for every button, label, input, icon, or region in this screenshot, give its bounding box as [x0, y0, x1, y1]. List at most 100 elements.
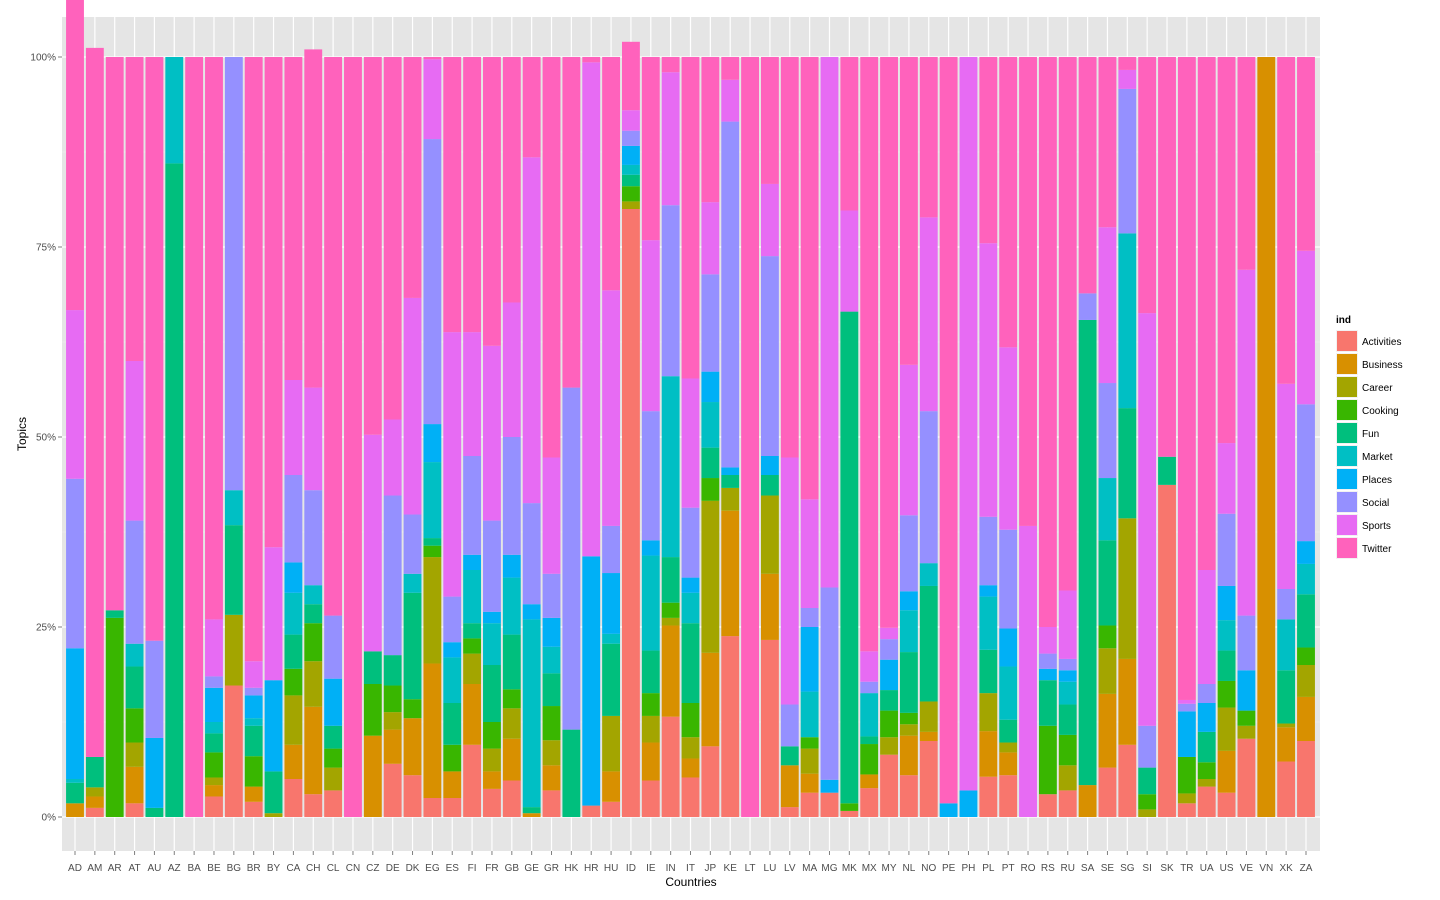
bar-segment-sg-career [1118, 518, 1137, 659]
bar-segment-cz-sports [363, 434, 382, 652]
bar-segment-no-twitter [919, 57, 938, 218]
bar-segment-at-business [125, 766, 144, 804]
bar-segment-mk-fun [840, 311, 859, 804]
bar-segment-pt-market [999, 666, 1018, 720]
bar-segment-ru-activities [1058, 790, 1077, 817]
bar-segment-cl-career [324, 767, 343, 791]
bar-segment-de-fun [383, 655, 402, 686]
bar-segment-fi-places [463, 554, 482, 570]
bar-segment-ve-places [1237, 670, 1256, 711]
bar-segment-ph-places [959, 790, 978, 817]
bar-segment-ie-places [641, 540, 660, 556]
x-tick-label: CH [306, 863, 320, 874]
bar-segment-at-twitter [125, 57, 144, 361]
x-tick-label: IT [686, 863, 695, 874]
bar-segment-mx-social [860, 681, 879, 694]
x-tick-label: KE [724, 863, 738, 874]
bar-segment-ca-twitter [284, 57, 303, 380]
bar-segment-by-fun [264, 771, 283, 814]
bar-segment-hk-social [562, 387, 581, 730]
bar-segment-be-business [205, 785, 223, 797]
x-tick-label: BR [247, 863, 261, 874]
bar-segment-fi-sports [463, 332, 482, 456]
legend-swatch-cooking [1337, 400, 1357, 420]
bar-segment-se-career [1098, 648, 1117, 694]
bar-segment-br-business [244, 786, 263, 802]
bar-segment-pt-career [999, 742, 1018, 753]
bar-segment-se-sports [1098, 227, 1117, 384]
x-tick-label: SK [1160, 863, 1174, 874]
bar-segment-be-activities [205, 796, 223, 817]
bar-segment-no-fun [919, 585, 938, 702]
bar-segment-mk-twitter [840, 57, 859, 211]
bar-segment-gr-fun [542, 673, 561, 707]
bar-segment-pt-activities [999, 775, 1018, 817]
bar-segment-fr-twitter [483, 57, 501, 346]
x-tick-label: BA [187, 863, 201, 874]
x-tick-label: RU [1061, 863, 1075, 874]
bar-segment-gb-business [502, 738, 521, 781]
bar-segment-pl-places [979, 585, 998, 597]
bar-segment-ge-fun [522, 807, 541, 814]
bar-segment-eg-sports [423, 59, 442, 140]
bar-segment-fi-activities [463, 744, 482, 817]
bar-segment-se-activities [1098, 767, 1117, 817]
x-tick-label: CZ [366, 863, 379, 874]
bar-segment-my-sports [880, 627, 898, 640]
bar-segment-lu-sports [760, 183, 779, 257]
bar-segment-us-activities [1217, 792, 1236, 817]
bar-segment-hr-places [582, 556, 601, 806]
bar-segment-fi-fun [463, 623, 482, 639]
bar-segment-cn-twitter [344, 57, 362, 817]
bar-segment-se-fun [1098, 540, 1117, 626]
bar-segment-id-places [622, 145, 640, 165]
bar-segment-ba-twitter [185, 57, 204, 817]
bar-segment-sg-fun [1118, 408, 1137, 519]
bar-segment-ca-places [284, 562, 303, 593]
bar-segment-ie-career [641, 715, 660, 743]
bar-segment-br-places [244, 695, 263, 719]
bar-segment-it-cooking [681, 703, 700, 738]
bar-segment-it-career [681, 737, 700, 759]
x-tick-label: UA [1200, 863, 1214, 874]
bar-segment-se-business [1098, 693, 1117, 768]
x-tick-label: AZ [168, 863, 181, 874]
bar-segment-eg-fun [423, 538, 442, 546]
x-tick-label: SE [1101, 863, 1115, 874]
bar-segment-tr-twitter [1177, 57, 1196, 700]
bar-segment-mx-business [860, 774, 879, 789]
bar-segment-dk-market [403, 573, 422, 593]
bar-segment-pt-fun [999, 719, 1018, 743]
bar-segment-my-career [880, 737, 898, 755]
bar-segment-ke-places [721, 467, 740, 475]
bar-segment-ve-twitter [1237, 57, 1256, 270]
bar-segment-in-social [661, 205, 680, 377]
bar-segment-it-business [681, 758, 700, 778]
bar-segment-mx-fun [860, 736, 879, 745]
x-tick-label: HK [564, 863, 578, 874]
bar-segment-eg-cooking [423, 545, 442, 558]
bar-segment-us-twitter [1217, 57, 1236, 444]
bar-segment-ma-business [800, 773, 819, 793]
bar-segment-gr-business [542, 765, 561, 791]
bar-segment-xk-fun [1277, 670, 1296, 724]
bar-segment-xk-sports [1277, 383, 1296, 589]
bar-segment-sg-twitter [1118, 57, 1137, 70]
bar-segment-cl-places [324, 678, 343, 726]
bar-segment-it-twitter [681, 57, 700, 379]
bar-segment-ma-activities [800, 792, 819, 817]
bar-segment-ch-market [304, 585, 323, 605]
bar-segment-za-market [1297, 563, 1315, 595]
bar-segment-bg-activities [224, 685, 243, 817]
bar-segment-fr-career [483, 748, 501, 772]
x-tick-label: MA [802, 863, 817, 874]
bar-segment-mx-sports [860, 651, 879, 682]
bar-segment-pl-market [979, 596, 998, 650]
bar-segment-ch-career [304, 661, 323, 707]
bar-segment-ie-cooking [641, 693, 660, 716]
bar-segment-am-twitter [85, 47, 104, 757]
bar-segment-ru-places [1058, 670, 1077, 682]
bar-segment-ru-social [1058, 658, 1077, 671]
bar-segment-mx-activities [860, 788, 879, 817]
bar-segment-ch-fun [304, 604, 323, 624]
